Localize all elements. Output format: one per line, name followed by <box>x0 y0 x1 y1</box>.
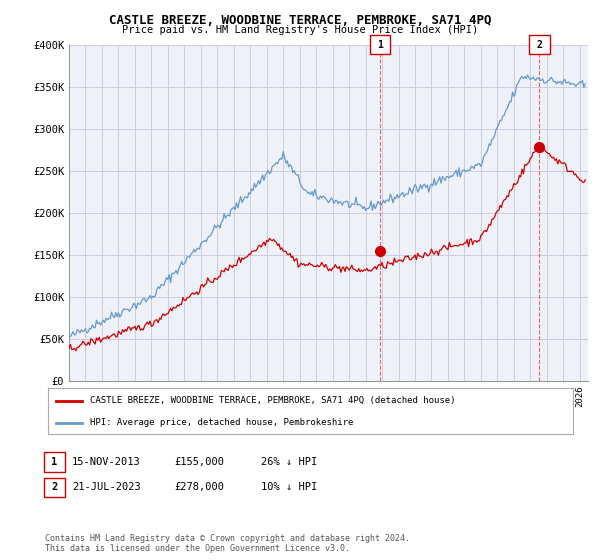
Text: Price paid vs. HM Land Registry's House Price Index (HPI): Price paid vs. HM Land Registry's House … <box>122 25 478 35</box>
Text: £155,000: £155,000 <box>174 457 224 467</box>
Text: CASTLE BREEZE, WOODBINE TERRACE, PEMBROKE, SA71 4PQ (detached house): CASTLE BREEZE, WOODBINE TERRACE, PEMBROK… <box>90 396 455 405</box>
Text: 1: 1 <box>377 40 383 50</box>
Text: Contains HM Land Registry data © Crown copyright and database right 2024.
This d: Contains HM Land Registry data © Crown c… <box>45 534 410 553</box>
Text: 2: 2 <box>52 482 58 492</box>
Text: 2: 2 <box>536 40 542 50</box>
Text: 26% ↓ HPI: 26% ↓ HPI <box>261 457 317 467</box>
Text: CASTLE BREEZE, WOODBINE TERRACE, PEMBROKE, SA71 4PQ: CASTLE BREEZE, WOODBINE TERRACE, PEMBROK… <box>109 14 491 27</box>
Text: £278,000: £278,000 <box>174 482 224 492</box>
Text: HPI: Average price, detached house, Pembrokeshire: HPI: Average price, detached house, Pemb… <box>90 418 353 427</box>
Text: 21-JUL-2023: 21-JUL-2023 <box>72 482 141 492</box>
Text: 10% ↓ HPI: 10% ↓ HPI <box>261 482 317 492</box>
Text: 1: 1 <box>52 457 58 467</box>
Text: 15-NOV-2013: 15-NOV-2013 <box>72 457 141 467</box>
